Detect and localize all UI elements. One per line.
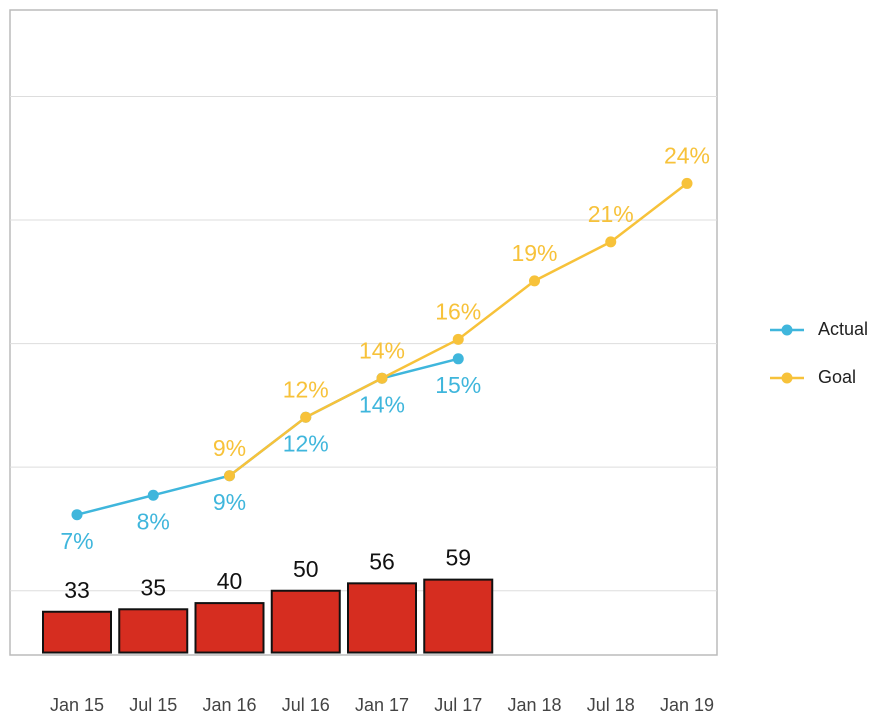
point <box>71 509 83 521</box>
legend-marker <box>781 324 793 336</box>
x-tick-label: Jul 15 <box>129 695 177 715</box>
legend-marker <box>781 372 793 384</box>
bar <box>42 610 112 654</box>
point <box>452 333 464 345</box>
point-value-label: 12% <box>283 430 329 456</box>
point-value-label: 7% <box>60 528 93 554</box>
bar <box>270 589 341 654</box>
bar-value-label: 56 <box>369 548 395 574</box>
point-value-label: 9% <box>213 435 246 461</box>
point <box>147 489 159 501</box>
x-tick-label: Jan 17 <box>355 695 409 715</box>
point-value-label: 16% <box>435 298 481 324</box>
point <box>681 177 693 189</box>
bar-value-label: 33 <box>64 577 90 603</box>
point <box>376 372 388 384</box>
bar-value-label: 40 <box>217 568 243 594</box>
point <box>452 353 464 365</box>
bar <box>194 602 265 654</box>
legend-label: Actual <box>818 319 868 339</box>
bar <box>347 582 417 654</box>
point <box>224 470 235 482</box>
point-value-label: 12% <box>283 376 329 402</box>
point-value-label: 9% <box>213 489 246 515</box>
x-tick-label: Jul 17 <box>434 695 482 715</box>
bar <box>118 608 189 654</box>
line <box>76 357 459 516</box>
point-value-label: 19% <box>511 240 557 266</box>
point <box>300 411 312 423</box>
point <box>529 275 540 287</box>
point-value-label: 21% <box>588 201 634 227</box>
x-tick-label: Jan 16 <box>202 695 256 715</box>
point-value-label: 15% <box>435 372 481 398</box>
x-tick-label: Jan 18 <box>507 695 561 715</box>
bar <box>423 578 494 654</box>
point <box>605 236 617 248</box>
x-tick-label: Jul 16 <box>282 695 330 715</box>
point-value-label: 24% <box>664 143 710 169</box>
x-tick-label: Jul 18 <box>587 695 635 715</box>
legend-label: Goal <box>818 367 856 387</box>
x-tick-label: Jan 15 <box>50 695 104 715</box>
plot-border <box>9 9 718 656</box>
x-tick-label: Jan 19 <box>660 695 714 715</box>
point-value-label: 14% <box>359 337 405 363</box>
point-value-label: 14% <box>359 391 405 417</box>
bar-value-label: 50 <box>293 556 319 582</box>
point-value-label: 8% <box>137 508 170 534</box>
bar-value-label: 35 <box>140 574 166 600</box>
bar-value-label: 59 <box>445 545 471 571</box>
